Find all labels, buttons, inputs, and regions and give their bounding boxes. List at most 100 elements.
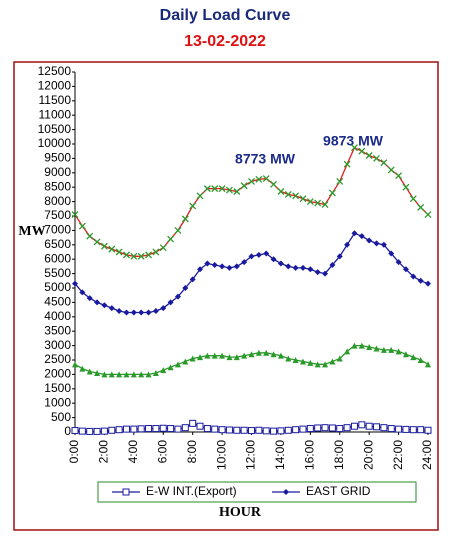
data-point [211,261,218,268]
data-point [270,256,277,263]
data-point [115,248,123,256]
data-point [203,185,211,193]
data-point [351,230,358,237]
data-point [203,425,211,433]
annotation: 9873 MW [323,133,384,149]
data-point [425,280,431,287]
data-point [328,424,336,432]
data-point [100,242,108,250]
data-point [115,426,123,434]
y-tick-label: 7000 [44,223,71,237]
data-point [373,240,380,247]
data-point [388,346,395,353]
data-point [72,361,78,368]
data-point [285,263,292,270]
chart-frame [13,61,439,531]
data-point [344,241,351,248]
data-point [167,425,175,433]
y-tick-label: 1500 [44,381,71,395]
x-axis-label: HOUR [219,505,262,520]
data-point [160,367,167,374]
data-point [86,232,94,240]
data-point [380,424,388,432]
data-point [402,266,409,273]
data-point [167,299,174,306]
data-point [350,144,358,152]
data-point [94,299,101,306]
data-point [270,180,278,188]
data-point [373,345,380,352]
data-point [225,186,233,194]
data-point [241,259,248,266]
data-point [314,424,322,432]
y-tick-label: 7500 [44,208,71,222]
data-point [343,424,351,432]
data-point [322,270,329,277]
data-point [284,426,292,434]
data-point [86,295,93,302]
y-tick-label: 0 [64,424,71,438]
x-tick-label: 2:00 [97,440,111,464]
data-point [189,276,196,283]
data-point [233,426,241,434]
data-point [292,264,299,271]
data-point [72,280,78,287]
data-point [336,355,343,362]
y-tick-label: 12500 [38,64,72,78]
x-tick-label: 24:00 [420,440,434,470]
data-point [358,342,365,349]
data-point [380,346,387,353]
y-tick-label: 5000 [44,280,71,294]
data-point [145,371,152,378]
data-point [410,273,417,280]
data-point [197,266,204,273]
data-point [130,309,137,316]
data-point [402,183,410,191]
data-point [100,427,108,435]
data-point [226,354,233,361]
data-point [123,309,130,316]
data-point [159,244,167,252]
legend-label: EAST GRID [306,484,371,498]
data-point [329,358,336,365]
y-tick-label: 6000 [44,251,71,265]
data-point [167,364,174,371]
data-point [307,266,314,273]
data-point [417,426,425,434]
y-tick-label: 5500 [44,266,71,280]
x-tick-label: 8:00 [185,440,199,464]
data-point [425,361,431,368]
data-point [270,351,277,358]
legend-marker [283,489,289,495]
data-point [248,177,255,185]
x-tick-label: 10:00 [214,440,228,470]
data-point [174,226,182,234]
data-point [189,202,197,210]
data-point [424,426,432,434]
data-point [387,425,395,433]
y-tick-label: 10500 [38,122,72,136]
data-point [204,260,211,267]
data-point [248,253,255,260]
x-tick-label: 22:00 [391,440,405,470]
data-point [101,302,108,309]
data-point [130,371,137,378]
x-tick-label: 12:00 [244,440,258,470]
y-tick-label: 2000 [44,367,71,381]
data-point [373,423,381,431]
data-point [328,189,336,197]
y-tick-label: 2500 [44,352,71,366]
data-point [211,185,219,193]
x-tick-label: 18:00 [332,440,346,470]
data-point [145,251,153,259]
x-tick-label: 14:00 [273,440,287,470]
data-point [137,425,145,433]
data-point [167,235,175,243]
data-point [101,371,108,378]
annotation: 8773 MW [235,151,296,167]
data-point [424,211,432,219]
data-point [343,160,351,168]
x-tick-label: 16:00 [303,440,317,470]
data-point [130,252,138,260]
